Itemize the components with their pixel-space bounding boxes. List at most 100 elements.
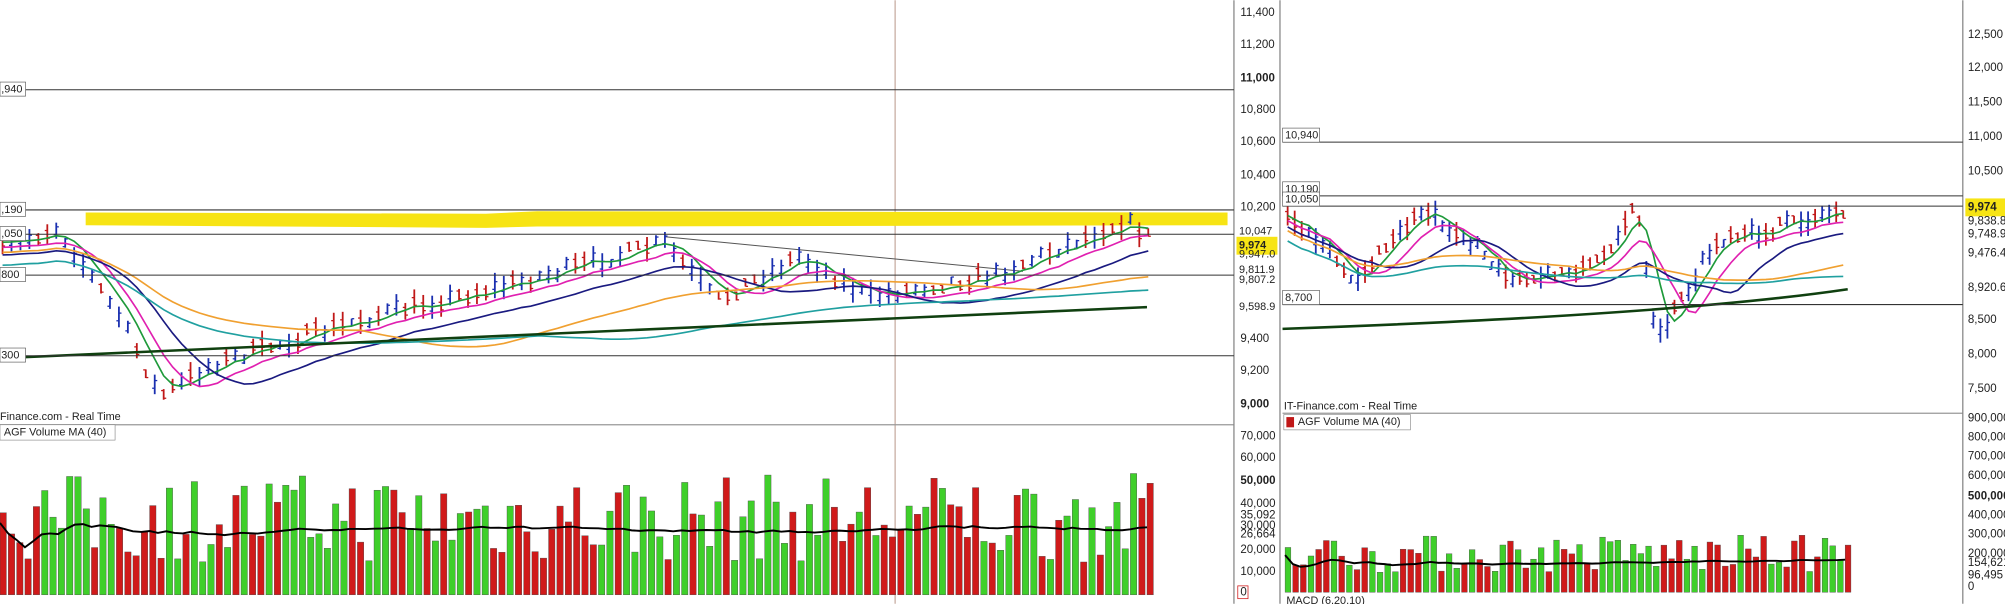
volume-bar (697, 514, 705, 596)
source-label: Finance.com - Real Time (0, 411, 121, 423)
legend-box (1283, 414, 1411, 431)
price-tag: 9,807.2 (1239, 274, 1275, 286)
volume-bar (1484, 566, 1491, 593)
zero-box (1237, 585, 1249, 600)
price-axis-label: 10,400 (1240, 169, 1275, 181)
volume-bar (407, 528, 414, 596)
volume-bar (232, 495, 240, 596)
volume-bar (1829, 545, 1836, 593)
volume-legend: AGF Volume MA (40) (4, 426, 107, 438)
volume-bar (1353, 569, 1361, 593)
volume-bar (199, 561, 207, 596)
volume-legend: AGF Volume MA (40) (1298, 416, 1401, 428)
volume-bar (1399, 548, 1407, 593)
volume-bar (1300, 564, 1307, 593)
volume-bar (1346, 564, 1353, 593)
volume-bar (789, 511, 797, 596)
volume-bar (33, 506, 40, 596)
volume-bar (1461, 563, 1468, 593)
volume-bar (864, 487, 871, 596)
volume-bar (714, 501, 722, 596)
volume-bar (1530, 558, 1537, 593)
volume-bar (1821, 538, 1829, 593)
volume-bar (423, 528, 431, 596)
volume-bar (855, 511, 863, 596)
volume-axis-label: 60,000 (1240, 452, 1275, 464)
volume-bar (182, 534, 190, 596)
volume-axis-label: 30,000 (1240, 520, 1275, 532)
price-badge (1236, 236, 1278, 255)
volume-bar (1080, 561, 1088, 596)
volume-bar (365, 560, 373, 596)
volume-bar (988, 542, 996, 596)
level-box (0, 267, 26, 282)
volume-bar (166, 487, 173, 596)
volume-bar (415, 495, 423, 596)
volume-bar (0, 512, 7, 596)
volume-bar (323, 548, 331, 596)
trend-line (664, 236, 1024, 272)
volume-axis-label: 26,664 (1240, 529, 1276, 541)
volume-bar (49, 516, 57, 596)
level-label: ,050 (1, 228, 22, 240)
volume-bar (1768, 563, 1775, 593)
volume-axis-label: 400,000 (1968, 510, 2005, 522)
volume-bar (224, 547, 231, 596)
volume-bar (340, 520, 348, 596)
volume-bar (598, 544, 606, 596)
volume-bar (24, 558, 32, 596)
volume-bar (1729, 564, 1737, 593)
volume-bar (515, 505, 522, 596)
volume-bar (1798, 535, 1806, 593)
volume-bar (1307, 555, 1315, 593)
volume-bar (1591, 569, 1598, 593)
volume-bar (1699, 569, 1706, 593)
volume-bar (1691, 545, 1698, 593)
volume-bar (456, 513, 464, 596)
volume-bar (1499, 544, 1506, 593)
volume-bar (1323, 540, 1330, 593)
price-axis-label: 8,920.6 (1968, 282, 2005, 294)
volume-bar (1737, 535, 1744, 593)
volume-bar (1844, 544, 1852, 593)
price-badge (1965, 198, 2005, 217)
volume-bar (1553, 539, 1560, 593)
volume-bar (1376, 572, 1384, 593)
source-label: IT-Finance.com - Real Time (1284, 401, 1417, 413)
volume-bar (1507, 540, 1514, 593)
level-box (1282, 127, 1320, 143)
moving-average (1287, 240, 1844, 285)
volume-axis-label: 50,000 (1240, 475, 1275, 487)
volume-bar (249, 534, 256, 596)
volume-bar (149, 505, 157, 596)
volume-bar (473, 508, 481, 596)
volume-bar (573, 487, 581, 596)
volume-axis-label: 35,092 (1240, 510, 1275, 522)
volume-bar (822, 478, 830, 596)
price-axis-label: 10,500 (1968, 166, 2003, 178)
volume-axis-label: 900,000 (1968, 412, 2005, 424)
volume-bar (889, 536, 896, 596)
volume-bar (465, 511, 473, 596)
volume-bar (947, 504, 955, 596)
volume-bar (1714, 544, 1721, 593)
price-axis-label: 9,974 (1968, 201, 1997, 213)
volume-bar (1706, 541, 1714, 593)
volume-bar (299, 475, 306, 596)
volume-bar (1476, 559, 1483, 593)
volume-bar (1630, 544, 1637, 593)
volume-axis-label: 0 (1968, 581, 1974, 593)
volume-bar (922, 506, 930, 596)
volume-bar (972, 487, 980, 596)
volume-bar (1446, 553, 1453, 593)
price-tag: 9,974 (1239, 240, 1266, 252)
price-axis-label: 9,748.9 (1968, 228, 2005, 240)
volume-bar (623, 485, 630, 596)
volume-axis-label: 20,000 (1240, 544, 1275, 556)
volume-bar (332, 503, 340, 596)
volume-bar (1438, 570, 1445, 593)
price-axis-label: 8,500 (1968, 314, 1997, 326)
level-box (0, 81, 26, 97)
volume-bar (689, 513, 697, 596)
